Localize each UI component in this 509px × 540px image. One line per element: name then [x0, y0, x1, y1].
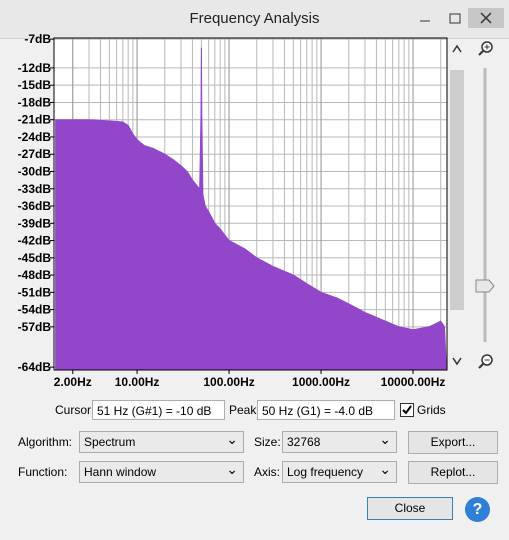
y-tick-label: -57dB: [18, 320, 52, 334]
zoom-icon: [478, 50, 484, 56]
spectrum-plot: -7dB -12dB -15dB -18dB -21dB -24dB -27dB -30dB -…: [18, 32, 495, 389]
zoom-icon: [478, 363, 484, 369]
scroll-thumb: [450, 70, 464, 310]
function-label: Function:: [18, 465, 68, 479]
x-tick-label: 100.00Hz: [203, 375, 254, 389]
peak-label: Peak:: [229, 403, 260, 417]
y-tick-label: -30dB: [18, 164, 52, 178]
window-buttons: [420, 8, 504, 28]
y-tick-label: -51dB: [18, 285, 52, 299]
algorithm-label: Algorithm:: [18, 435, 73, 449]
x-tick-label: 2.00Hz: [54, 375, 92, 389]
y-tick-label: -42dB: [18, 234, 52, 248]
y-tick-label: -48dB: [18, 268, 52, 282]
scroll-up: [452, 44, 462, 53]
y-tick-label: -36dB: [18, 199, 52, 213]
grids-checkbox[interactable]: [400, 403, 414, 417]
y-tick-label: -21dB: [18, 113, 52, 127]
x-tick-label: 10.00Hz: [115, 375, 160, 389]
y-tick-label: -12dB: [18, 61, 52, 75]
function-select[interactable]: Hann window: [79, 459, 244, 483]
grids-label[interactable]: Grids: [417, 403, 446, 417]
x-tick-label: 10000.00Hz: [381, 375, 446, 389]
y-tick-label: -33dB: [18, 182, 52, 196]
x-tick-label: 1000.00Hz: [292, 375, 350, 389]
y-tick-label: -18dB: [18, 95, 52, 109]
export-button[interactable]: Export...: [408, 431, 498, 454]
zoom-thumb: [475, 279, 495, 293]
size-select[interactable]: 32768: [282, 429, 397, 453]
y-tick-label: -54dB: [18, 303, 52, 317]
window-title: Frequency Analysis: [189, 10, 320, 27]
y-tick-label: -24dB: [18, 130, 52, 144]
y-tick-label: -45dB: [18, 251, 52, 265]
y-tick-label: -39dB: [18, 216, 52, 230]
y-tick-label: -7dB: [24, 32, 51, 46]
algorithm-select[interactable]: Spectrum: [79, 429, 244, 453]
axis-select[interactable]: Log frequency: [282, 459, 397, 483]
cursor-field: 51 Hz (G#1) = -10 dB: [92, 400, 225, 420]
axis-label: Axis:: [254, 465, 281, 479]
help-button[interactable]: ?: [465, 497, 490, 522]
y-tick-label: -27dB: [18, 147, 52, 161]
y-tick-label: -15dB: [18, 78, 52, 92]
replot-button[interactable]: Replot...: [408, 461, 498, 484]
size-label: Size:: [254, 435, 281, 449]
scroll-down: [452, 357, 462, 366]
plot-frame: [53, 37, 448, 371]
maximize[interactable]: [449, 13, 461, 24]
close-button[interactable]: Close: [367, 497, 453, 520]
spectrum-area: [55, 47, 447, 371]
y-tick-label: -64dB: [18, 360, 52, 374]
cursor-label: Cursor:: [55, 403, 95, 417]
peak-field: 50 Hz (G1) = -4.0 dB: [257, 400, 395, 420]
